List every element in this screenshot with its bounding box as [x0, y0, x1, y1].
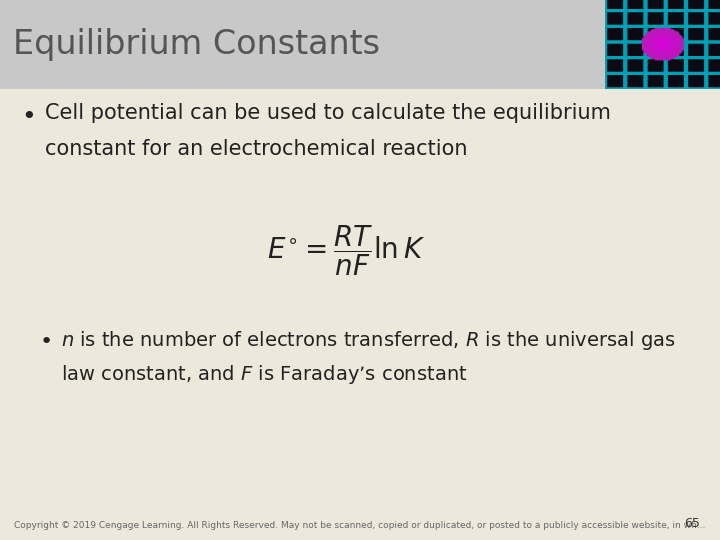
Text: law constant, and $\mathit{F}$ is Faraday’s constant: law constant, and $\mathit{F}$ is Farada…	[61, 363, 468, 387]
Text: Copyright © 2019 Cengage Learning. All Rights Reserved. May not be scanned, copi: Copyright © 2019 Cengage Learning. All R…	[14, 521, 706, 530]
Text: $E^{\circ}=\dfrac{RT}{nF}\ln K$: $E^{\circ}=\dfrac{RT}{nF}\ln K$	[266, 224, 425, 279]
Text: Cell potential can be used to calculate the equilibrium: Cell potential can be used to calculate …	[45, 103, 611, 123]
Bar	[0, 0, 720, 89]
Text: •: •	[22, 105, 36, 129]
Text: constant for an electrochemical reaction: constant for an electrochemical reaction	[45, 139, 467, 159]
Text: $\mathit{n}$ is the number of electrons transferred, $\mathit{R}$ is the univers: $\mathit{n}$ is the number of electrons …	[61, 329, 676, 353]
Text: 65: 65	[684, 517, 700, 530]
Text: Equilibrium Constants: Equilibrium Constants	[13, 28, 380, 61]
Text: •: •	[40, 332, 53, 352]
